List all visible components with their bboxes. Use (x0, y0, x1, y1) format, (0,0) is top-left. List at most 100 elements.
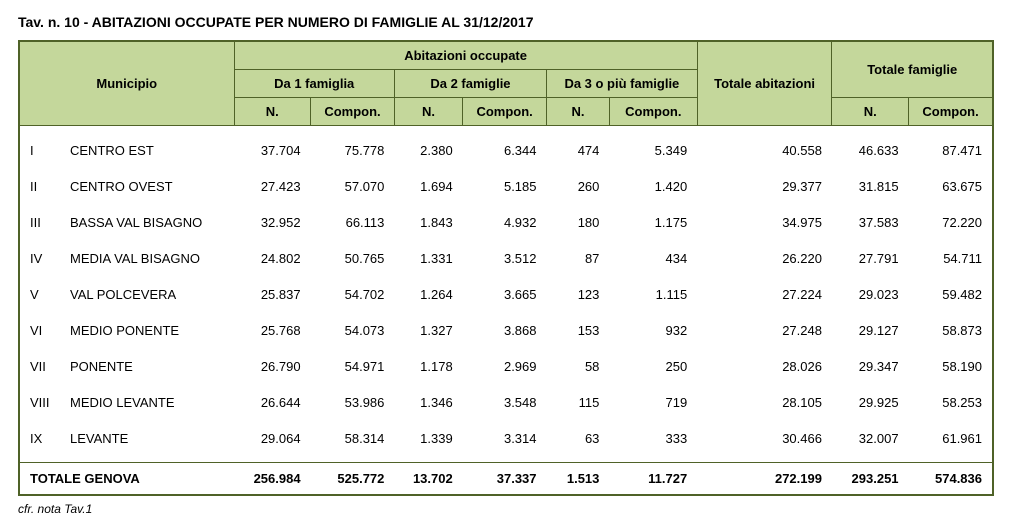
table-row: ICENTRO EST37.70475.7782.3806.3444745.34… (19, 126, 993, 169)
row-f3n: 180 (547, 204, 610, 240)
row-name: MEDIO LEVANTE (60, 384, 234, 420)
row-f3n: 115 (547, 384, 610, 420)
row-roman: VIII (19, 384, 60, 420)
row-tfc: 87.471 (909, 126, 993, 169)
total-f1c: 525.772 (311, 463, 395, 496)
row-totab: 28.026 (697, 348, 832, 384)
row-tfc: 63.675 (909, 168, 993, 204)
row-name: LEVANTE (60, 420, 234, 463)
table-row: VIIIMEDIO LEVANTE26.64453.9861.3463.5481… (19, 384, 993, 420)
footnote: cfr. nota Tav.1 (18, 502, 994, 516)
row-tfn: 29.925 (832, 384, 909, 420)
header-municipio: Municipio (19, 41, 234, 126)
row-f3c: 434 (609, 240, 697, 276)
row-roman: VII (19, 348, 60, 384)
row-f2c: 3.665 (463, 276, 547, 312)
row-f3n: 153 (547, 312, 610, 348)
row-f2c: 4.932 (463, 204, 547, 240)
row-f3c: 1.420 (609, 168, 697, 204)
row-tfc: 59.482 (909, 276, 993, 312)
total-row: TOTALE GENOVA 256.984 525.772 13.702 37.… (19, 463, 993, 496)
row-name: BASSA VAL BISAGNO (60, 204, 234, 240)
row-f3n: 260 (547, 168, 610, 204)
total-label: TOTALE GENOVA (19, 463, 234, 496)
row-name: MEDIO PONENTE (60, 312, 234, 348)
row-totab: 28.105 (697, 384, 832, 420)
row-f3c: 932 (609, 312, 697, 348)
row-f1n: 26.644 (234, 384, 311, 420)
header-compon: Compon. (463, 98, 547, 126)
row-roman: I (19, 126, 60, 169)
row-f1n: 24.802 (234, 240, 311, 276)
row-f2n: 1.178 (394, 348, 462, 384)
row-f3n: 123 (547, 276, 610, 312)
row-f3n: 87 (547, 240, 610, 276)
row-totab: 34.975 (697, 204, 832, 240)
row-f1c: 54.073 (311, 312, 395, 348)
header-da3: Da 3 o più famiglie (547, 70, 698, 98)
total-f3c: 11.727 (609, 463, 697, 496)
table-row: IVMEDIA VAL BISAGNO24.80250.7651.3313.51… (19, 240, 993, 276)
row-f3n: 58 (547, 348, 610, 384)
header-da2: Da 2 famiglie (394, 70, 546, 98)
row-f2c: 3.868 (463, 312, 547, 348)
table-row: VVAL POLCEVERA25.83754.7021.2643.6651231… (19, 276, 993, 312)
row-tfc: 58.873 (909, 312, 993, 348)
row-totab: 29.377 (697, 168, 832, 204)
row-f1n: 37.704 (234, 126, 311, 169)
row-f2c: 3.548 (463, 384, 547, 420)
row-f2c: 6.344 (463, 126, 547, 169)
table-title: Tav. n. 10 - ABITAZIONI OCCUPATE PER NUM… (18, 14, 994, 30)
row-tfn: 32.007 (832, 420, 909, 463)
row-tfc: 72.220 (909, 204, 993, 240)
table-row: IICENTRO OVEST27.42357.0701.6945.1852601… (19, 168, 993, 204)
header-da1: Da 1 famiglia (234, 70, 394, 98)
row-name: CENTRO OVEST (60, 168, 234, 204)
row-tfc: 58.253 (909, 384, 993, 420)
row-name: CENTRO EST (60, 126, 234, 169)
row-roman: III (19, 204, 60, 240)
row-tfn: 46.633 (832, 126, 909, 169)
row-f2c: 3.512 (463, 240, 547, 276)
row-totab: 26.220 (697, 240, 832, 276)
row-f1c: 66.113 (311, 204, 395, 240)
row-f2n: 1.843 (394, 204, 462, 240)
row-name: VAL POLCEVERA (60, 276, 234, 312)
row-f1c: 57.070 (311, 168, 395, 204)
row-roman: II (19, 168, 60, 204)
row-totab: 40.558 (697, 126, 832, 169)
row-tfc: 61.961 (909, 420, 993, 463)
row-f3c: 333 (609, 420, 697, 463)
header-totale-famiglie: Totale famiglie (832, 41, 993, 98)
row-tfn: 37.583 (832, 204, 909, 240)
table-row: VIIPONENTE26.79054.9711.1782.9695825028.… (19, 348, 993, 384)
row-f2n: 1.331 (394, 240, 462, 276)
row-f2n: 1.694 (394, 168, 462, 204)
data-table: Municipio Abitazioni occupate Totale abi… (18, 40, 994, 496)
row-tfn: 29.023 (832, 276, 909, 312)
total-tf-c: 574.836 (909, 463, 993, 496)
header-n: N. (394, 98, 462, 126)
row-roman: V (19, 276, 60, 312)
table-body: ICENTRO EST37.70475.7782.3806.3444745.34… (19, 126, 993, 463)
row-f3c: 719 (609, 384, 697, 420)
table-row: IIIBASSA VAL BISAGNO32.95266.1131.8434.9… (19, 204, 993, 240)
row-totab: 27.224 (697, 276, 832, 312)
row-roman: IV (19, 240, 60, 276)
header-totale-abitazioni: Totale abitazioni (697, 41, 832, 126)
row-tfc: 54.711 (909, 240, 993, 276)
row-tfn: 29.347 (832, 348, 909, 384)
row-f1c: 54.702 (311, 276, 395, 312)
total-f2n: 13.702 (394, 463, 462, 496)
row-totab: 30.466 (697, 420, 832, 463)
row-f3c: 1.175 (609, 204, 697, 240)
row-f3n: 63 (547, 420, 610, 463)
header-n: N. (234, 98, 311, 126)
row-f1c: 54.971 (311, 348, 395, 384)
row-f1c: 50.765 (311, 240, 395, 276)
row-f3c: 1.115 (609, 276, 697, 312)
total-f3n: 1.513 (547, 463, 610, 496)
table-row: VIMEDIO PONENTE25.76854.0731.3273.868153… (19, 312, 993, 348)
header-compon: Compon. (909, 98, 993, 126)
row-f2n: 1.327 (394, 312, 462, 348)
